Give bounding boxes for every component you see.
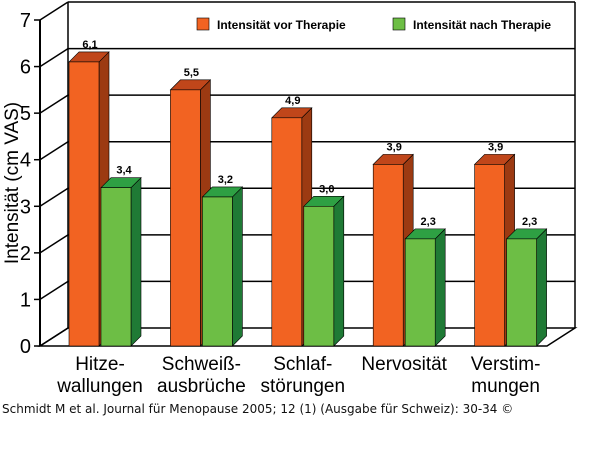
bar-0-1 xyxy=(170,89,201,347)
data-label-1-2: 3,0 xyxy=(319,183,334,195)
bar-side-1-2 xyxy=(333,195,345,347)
gridline-wall-0 xyxy=(39,327,69,347)
data-label-1-0: 3,4 xyxy=(116,165,132,177)
legend-swatch-0 xyxy=(196,17,210,31)
data-label-0-3: 3,9 xyxy=(387,141,402,153)
y-tick-label-3: 3 xyxy=(20,196,31,218)
y-tick-label-4: 4 xyxy=(20,150,31,172)
y-tick-label-7: 7 xyxy=(20,10,31,32)
x-tick-label-2-1: störungen xyxy=(261,376,346,397)
x-tick-label-1-1: ausbrüche xyxy=(157,376,246,397)
bar-1-2 xyxy=(303,205,335,347)
x-tick-label-4-1: mungen xyxy=(471,376,540,397)
data-label-0-4: 3,9 xyxy=(488,141,503,153)
bar-0-0 xyxy=(68,61,100,347)
data-label-1-1: 3,2 xyxy=(218,174,233,186)
data-label-1-4: 2,3 xyxy=(522,216,537,228)
gridline-wall-7 xyxy=(39,1,69,21)
bar-side-1-0 xyxy=(130,176,142,347)
bar-side-1-1 xyxy=(232,186,243,347)
data-label-0-1: 5,5 xyxy=(184,67,199,79)
gridline-wall-1 xyxy=(39,280,69,301)
y-tick-label-0: 0 xyxy=(20,336,31,358)
legend-label-1: Intensität nach Therapie xyxy=(413,18,551,32)
bar-0-4 xyxy=(474,164,505,347)
x-tick-label-2-0: Schlaf- xyxy=(273,354,332,375)
source-caption: Schmidt M et al. Journal für Menopause 2… xyxy=(2,402,514,416)
gridline-wall-3 xyxy=(39,187,69,207)
y-tick-label-2: 2 xyxy=(20,243,31,265)
legend-swatch-1 xyxy=(392,17,406,31)
data-label-0-2: 4,9 xyxy=(285,95,300,107)
gridline-wall-4 xyxy=(39,141,69,161)
bar-chart: 0 1 2 3 4 5 6 7 Intensität (cm VAS) 6,1 3,4 Hitze-w… xyxy=(2,1,578,397)
legend-label-0: Intensität vor Therapie xyxy=(217,18,346,32)
y-axis-title: Intensität (cm VAS) xyxy=(2,102,23,264)
bar-1-4 xyxy=(506,238,537,347)
data-label-1-3: 2,3 xyxy=(421,216,436,228)
bar-side-1-4 xyxy=(536,228,547,347)
gridline-wall-2 xyxy=(39,234,69,254)
x-tick-label-3-0: Nervosität xyxy=(361,354,447,375)
y-tick-label-6: 6 xyxy=(20,57,31,79)
gridline-wall-6 xyxy=(39,47,69,68)
y-tick-label-5: 5 xyxy=(20,103,31,125)
x-tick-label-0-1: wallungen xyxy=(56,376,143,397)
gridline-wall-5 xyxy=(39,94,69,114)
y-tick-label-1: 1 xyxy=(20,289,31,311)
bar-1-3 xyxy=(404,238,436,347)
bar-1-0 xyxy=(100,187,132,347)
x-tick-label-1-0: Schweiß- xyxy=(162,354,241,375)
x-tick-label-0-0: Hitze- xyxy=(75,354,125,375)
bar-0-2 xyxy=(271,117,303,347)
data-label-0-0: 6,1 xyxy=(82,39,97,51)
bar-side-1-3 xyxy=(434,228,446,347)
bar-1-1 xyxy=(202,196,233,347)
x-tick-label-4-0: Verstim- xyxy=(471,354,541,375)
bar-0-3 xyxy=(372,164,404,347)
